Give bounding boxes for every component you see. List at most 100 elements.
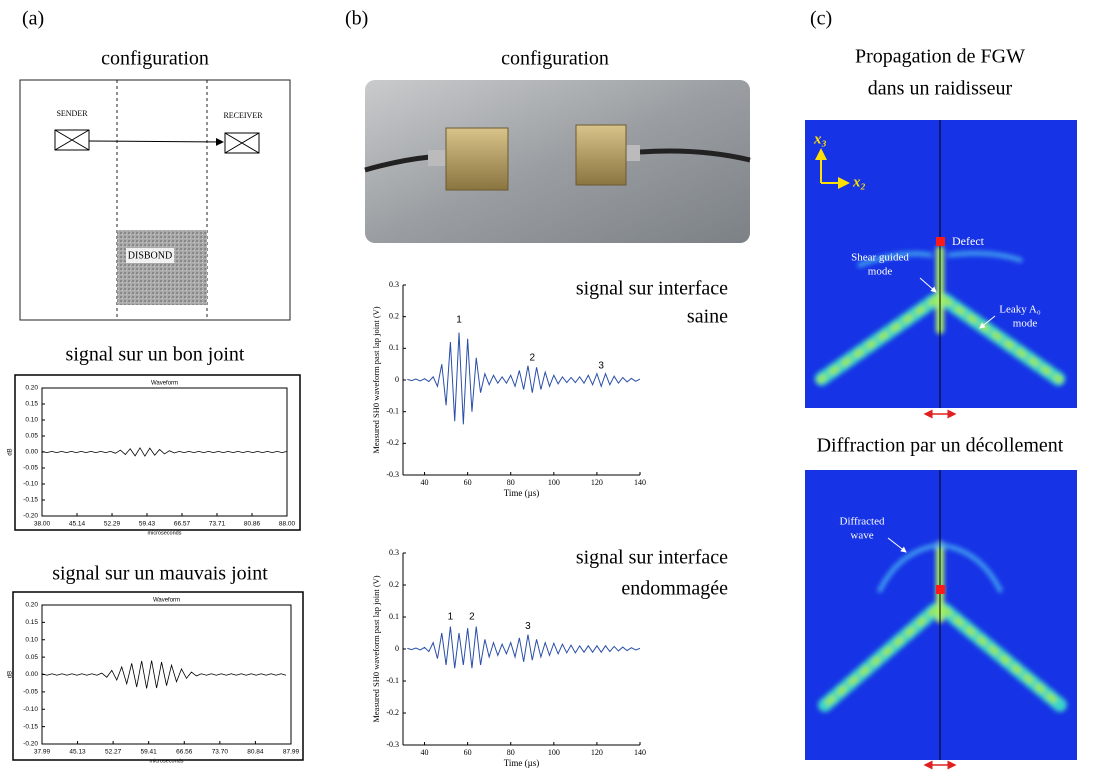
y-tick-label: -0.10 [23,706,38,713]
x-axis-label: Time (µs) [504,758,540,768]
disbond-area [117,230,207,305]
x-tick-label: 59.43 [139,521,156,528]
defect-marker [936,237,945,246]
defect-marker [936,585,945,594]
y-tick-label: 0.10 [25,417,38,424]
annotation: mode [868,266,893,278]
peak-label: 1 [448,612,454,623]
y-tick-label: 0.2 [389,311,399,320]
waveform [407,626,641,669]
y-axis-label: Measured SH0 waveform past lap joint (V) [371,575,381,722]
y-tick-label: 0.2 [389,580,399,589]
annotation-arrow [919,277,937,293]
annotation: mode [1013,318,1038,330]
plot-title: signal sur un mauvais joint [52,563,268,585]
y-tick-label: 0.15 [25,619,38,626]
x-tick-label: 45.13 [69,749,86,756]
x-tick-label: 100 [548,478,560,487]
y-axis-label: dB [8,448,14,455]
panel-label: (b) [345,8,368,30]
x-tick-label: 120 [591,748,603,757]
y-tick-label: 0.05 [25,654,38,661]
x-tick-label: 100 [548,748,560,757]
disbond-box [126,248,174,263]
plot-title: signal sur interface [576,278,728,300]
y-tick-label: 0.00 [25,671,38,678]
receiver-label: RECEIVER [223,111,263,120]
x-tick-label: 60 [464,478,472,487]
x-tick-label: 59.41 [141,749,158,756]
x-tick-label: 80.86 [244,521,261,528]
receiver [224,132,260,154]
panel-title: Diffraction par un décollement [817,435,1064,457]
peak-label: 3 [598,360,604,371]
y-tick-label: -0.3 [386,740,399,749]
panel-label: (a) [22,8,44,30]
x-tick-label: 73.70 [212,749,229,756]
y-tick-label: -0.3 [386,470,399,479]
axis-label: x₃ [813,131,827,147]
photo [364,80,751,243]
plot-frame [14,374,301,531]
x-tick-label: 66.56 [176,749,193,756]
axis-label: x₂ [852,174,866,190]
x-tick-label: 80.84 [247,749,264,756]
y-tick-label: -0.15 [23,497,38,504]
peak-label: 2 [469,612,475,623]
x-tick-label: 66.57 [174,521,191,528]
disbond-label: DISBOND [128,250,172,261]
y-tick-label: 0.3 [389,548,399,557]
y-tick-label: 0.10 [25,636,38,643]
plot-title: signal sur un bon joint [66,344,245,366]
x-tick-label: 87.99 [283,749,300,756]
y-tick-label: 0.3 [389,280,399,289]
annotation-arrow [979,315,996,329]
y-tick-label: -0.20 [23,513,38,520]
y-tick-label: 0.15 [25,401,38,408]
y-tick-label: 0.20 [25,602,38,609]
annotation: Leaky A₀ [999,304,1041,316]
plot-inner-title: Waveform [151,381,178,387]
x-tick-label: 40 [421,748,429,757]
y-tick-label: 0.20 [25,385,38,392]
y-axis-label: dB [8,671,14,678]
panel-title: configuration [101,48,209,70]
panel-title: dans un raidisseur [868,78,1013,100]
annotation: wave [850,530,873,542]
x-axis-label: microseconds [148,530,182,536]
y-tick-label: 0.1 [389,343,399,352]
annotation: Diffracted [840,516,885,528]
y-tick-label: 0 [395,375,399,384]
x-tick-label: 140 [634,478,646,487]
annotation-arrow [887,537,907,553]
y-tick-label: -0.20 [23,741,38,748]
x-tick-label: 45.14 [69,521,86,528]
y-tick-label: -0.10 [23,481,38,488]
peak-label: 3 [525,621,531,632]
y-tick-label: -0.05 [23,465,38,472]
x-tick-label: 40 [421,478,429,487]
plot-title: signal sur interface [576,547,728,569]
annotation: Shear guided [851,252,909,264]
panel-label: (c) [810,8,832,30]
y-tick-label: -0.05 [23,689,38,696]
y-tick-label: -0.2 [386,438,399,447]
peak-label: 1 [456,314,462,325]
y-axis-label: Measured SH0 waveform past lap joint (V) [371,306,381,453]
x-tick-label: 60 [464,748,472,757]
waveform [41,447,288,457]
y-tick-label: 0.05 [25,433,38,440]
x-tick-label: 38.00 [34,521,51,528]
y-tick-label: -0.1 [386,676,399,685]
x-tick-label: 88.00 [279,521,296,528]
x-tick-label: 37.99 [34,749,51,756]
plot-title: saine [687,306,728,328]
simulation-image [805,470,1077,760]
plot-inner-title: Waveform [153,598,180,604]
panel-title: Propagation de FGW [855,46,1025,68]
x-tick-label: 80 [507,748,515,757]
sender-label: SENDER [56,109,88,118]
annotation: Defect [952,234,985,248]
y-tick-label: -0.1 [386,406,399,415]
